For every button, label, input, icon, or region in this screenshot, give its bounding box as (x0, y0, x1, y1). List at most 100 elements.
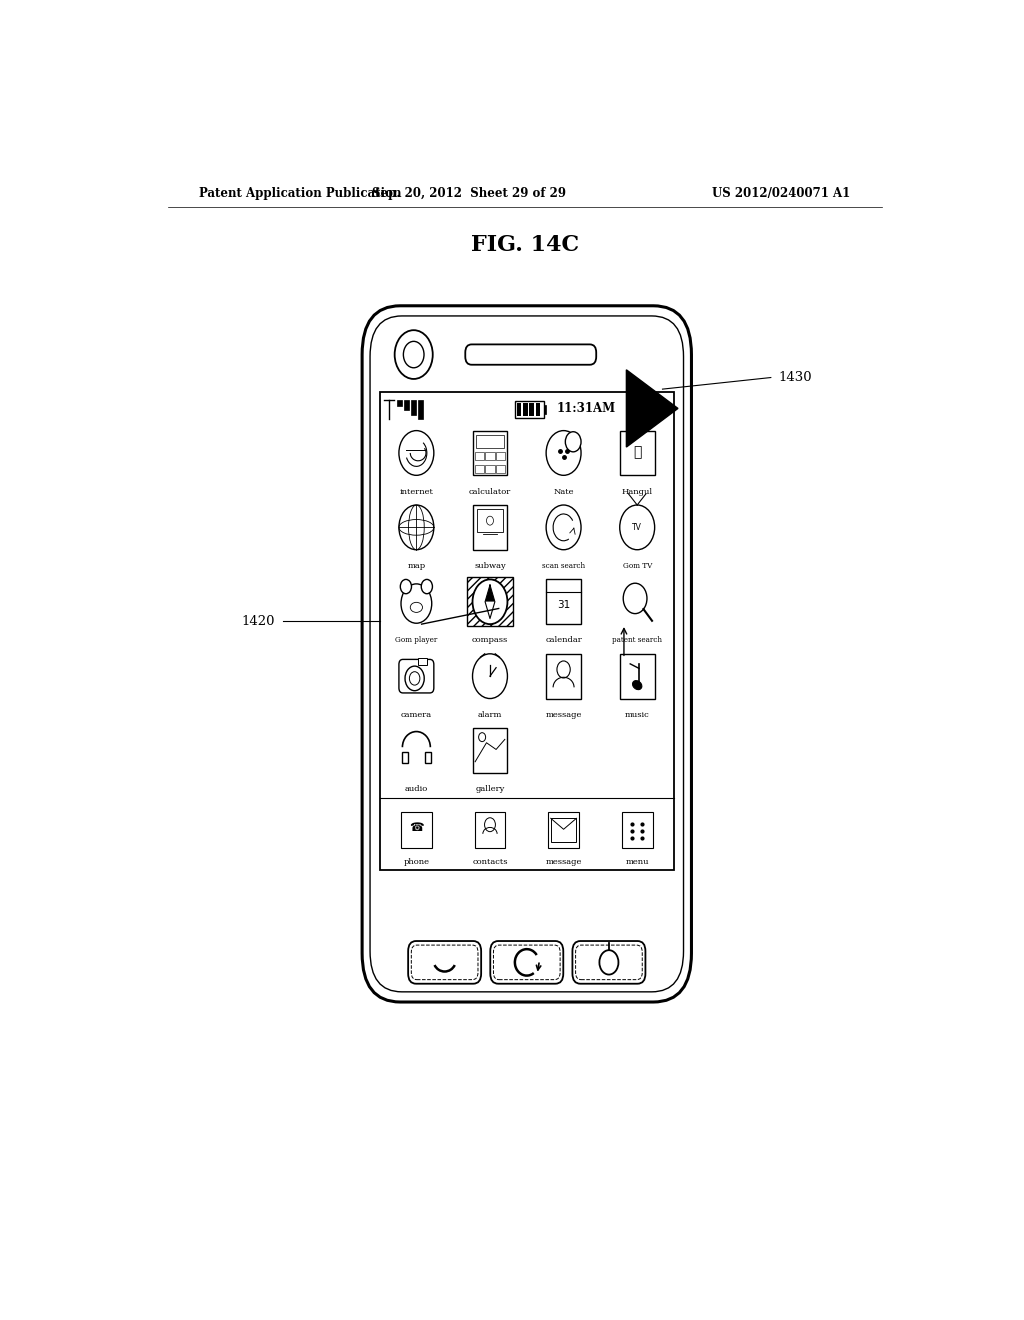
Text: music: music (625, 711, 649, 719)
Circle shape (399, 506, 434, 549)
Bar (474, 812, 506, 849)
Text: 1420: 1420 (242, 615, 274, 628)
Bar (419, 400, 423, 418)
Bar (546, 653, 581, 698)
Bar (401, 812, 432, 849)
Bar (472, 729, 508, 774)
Circle shape (401, 583, 432, 623)
Bar (380, 392, 674, 870)
Bar (515, 401, 544, 417)
Bar (412, 400, 416, 414)
Text: Patent Application Publication: Patent Application Publication (200, 187, 402, 201)
Text: gallery: gallery (475, 785, 505, 793)
Bar (546, 579, 581, 624)
FancyBboxPatch shape (409, 941, 481, 983)
FancyBboxPatch shape (370, 315, 684, 991)
FancyBboxPatch shape (572, 941, 645, 983)
Text: audio: audio (404, 785, 428, 793)
Circle shape (486, 516, 494, 525)
Bar (397, 400, 401, 407)
Bar (485, 453, 495, 461)
Circle shape (546, 506, 581, 549)
Polygon shape (627, 370, 678, 447)
Circle shape (484, 818, 496, 832)
Text: Gom TV: Gom TV (623, 562, 652, 570)
Bar (477, 510, 503, 532)
Text: 11:31AM: 11:31AM (556, 401, 615, 414)
Text: FIG. 14C: FIG. 14C (471, 234, 579, 256)
Bar (620, 653, 654, 698)
Circle shape (406, 667, 424, 690)
Bar (523, 404, 527, 416)
Circle shape (557, 661, 570, 678)
Circle shape (399, 430, 434, 475)
Bar (536, 404, 541, 416)
FancyBboxPatch shape (412, 945, 478, 979)
Text: phone: phone (403, 858, 429, 866)
FancyBboxPatch shape (494, 945, 560, 979)
Circle shape (599, 950, 618, 974)
Text: Sep. 20, 2012  Sheet 29 of 29: Sep. 20, 2012 Sheet 29 of 29 (373, 187, 566, 201)
Text: contacts: contacts (472, 858, 508, 866)
Bar (425, 751, 431, 763)
Circle shape (400, 579, 412, 594)
Circle shape (421, 579, 432, 594)
Bar (418, 659, 427, 665)
Bar (476, 436, 504, 449)
Bar (496, 465, 505, 473)
Text: TV: TV (632, 523, 642, 532)
Text: 가: 가 (633, 445, 641, 459)
Bar (475, 453, 484, 461)
Text: patent search: patent search (612, 636, 663, 644)
Text: message: message (546, 711, 582, 719)
Circle shape (478, 733, 485, 742)
FancyBboxPatch shape (362, 306, 691, 1002)
Text: calculator: calculator (469, 487, 511, 495)
FancyBboxPatch shape (465, 345, 596, 364)
Bar (516, 404, 521, 416)
Text: ☎: ☎ (409, 821, 424, 834)
Polygon shape (485, 585, 495, 602)
FancyBboxPatch shape (490, 941, 563, 983)
Text: Hangul: Hangul (622, 487, 652, 495)
Bar (475, 465, 484, 473)
Bar (485, 465, 495, 473)
Ellipse shape (633, 681, 642, 689)
Text: menu: menu (626, 858, 649, 866)
Text: Nate: Nate (553, 487, 573, 495)
FancyBboxPatch shape (399, 660, 434, 693)
Bar (401, 751, 408, 763)
Text: message: message (546, 858, 582, 866)
Bar (620, 430, 654, 475)
Circle shape (403, 342, 424, 368)
Bar (472, 506, 508, 549)
Circle shape (565, 432, 581, 451)
Circle shape (624, 583, 647, 614)
Polygon shape (485, 602, 495, 619)
Text: scan search: scan search (542, 562, 585, 570)
Circle shape (410, 672, 420, 685)
Text: 31: 31 (557, 601, 570, 610)
Circle shape (472, 579, 508, 624)
Circle shape (394, 330, 433, 379)
Circle shape (472, 653, 508, 698)
Bar (496, 453, 505, 461)
Bar (529, 404, 535, 416)
Text: alarm: alarm (478, 711, 502, 719)
Bar (472, 430, 508, 475)
Text: compass: compass (472, 636, 508, 644)
Bar (404, 400, 409, 411)
Circle shape (620, 506, 654, 549)
Bar (467, 577, 513, 627)
Bar (551, 818, 577, 842)
Bar (544, 405, 546, 413)
Bar (548, 812, 579, 849)
Circle shape (546, 430, 581, 475)
Text: map: map (408, 562, 425, 570)
Text: calendar: calendar (545, 636, 582, 644)
Text: Gom player: Gom player (395, 636, 437, 644)
Text: 1430: 1430 (778, 371, 812, 384)
Ellipse shape (411, 602, 423, 612)
Text: subway: subway (474, 562, 506, 570)
Text: internet: internet (399, 487, 433, 495)
